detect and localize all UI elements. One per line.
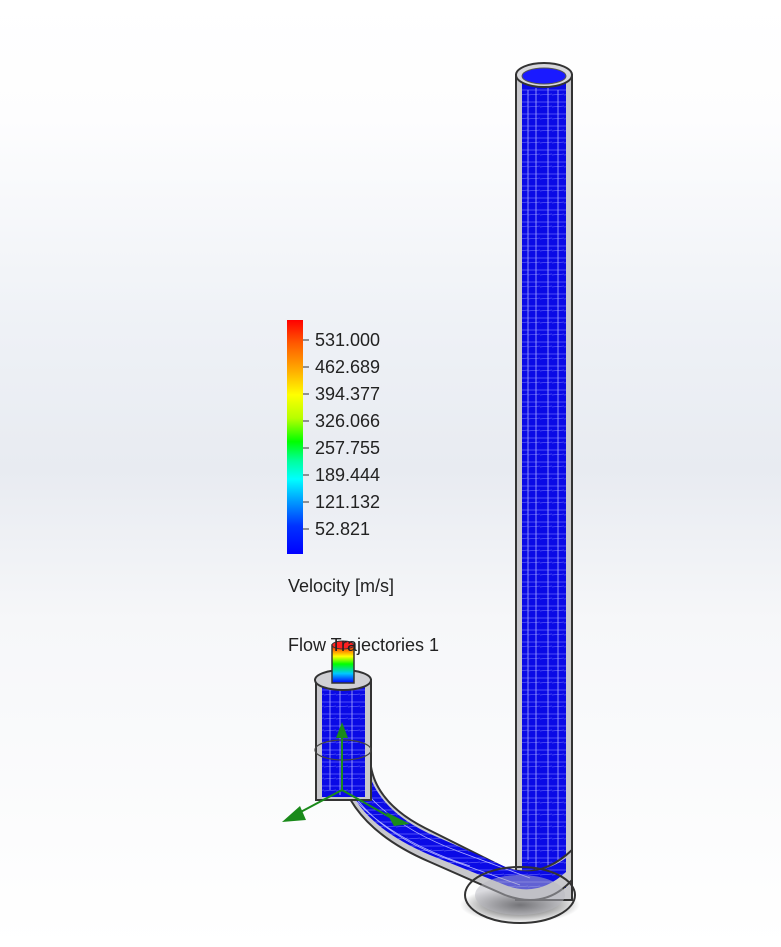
legend-title: Velocity [m/s] — [288, 576, 395, 596]
legend-value: 326.066 — [315, 411, 381, 431]
coordinate-triad-icon[interactable] — [282, 722, 410, 826]
legend-value: 257.755 — [315, 438, 381, 458]
legend-value-max: 531.000 — [315, 330, 381, 350]
legend-value: 189.444 — [315, 465, 381, 485]
vertical-pipe — [515, 62, 573, 901]
legend-color-bar — [287, 320, 303, 554]
plot-name: Flow Trajectories 1 — [288, 635, 440, 655]
legend-value: 394.377 — [315, 384, 381, 404]
legend-ticks — [303, 339, 309, 530]
inlet-pipe — [314, 640, 372, 801]
velocity-legend: 531.000 462.689 394.377 326.066 257.755 … — [287, 320, 447, 560]
legend-value: 462.689 — [315, 357, 381, 377]
legend-value-min: 52.821 — [315, 519, 371, 539]
legend-value: 121.132 — [315, 492, 381, 512]
legend-labels: 531.000 462.689 394.377 326.066 257.755 … — [315, 320, 445, 560]
